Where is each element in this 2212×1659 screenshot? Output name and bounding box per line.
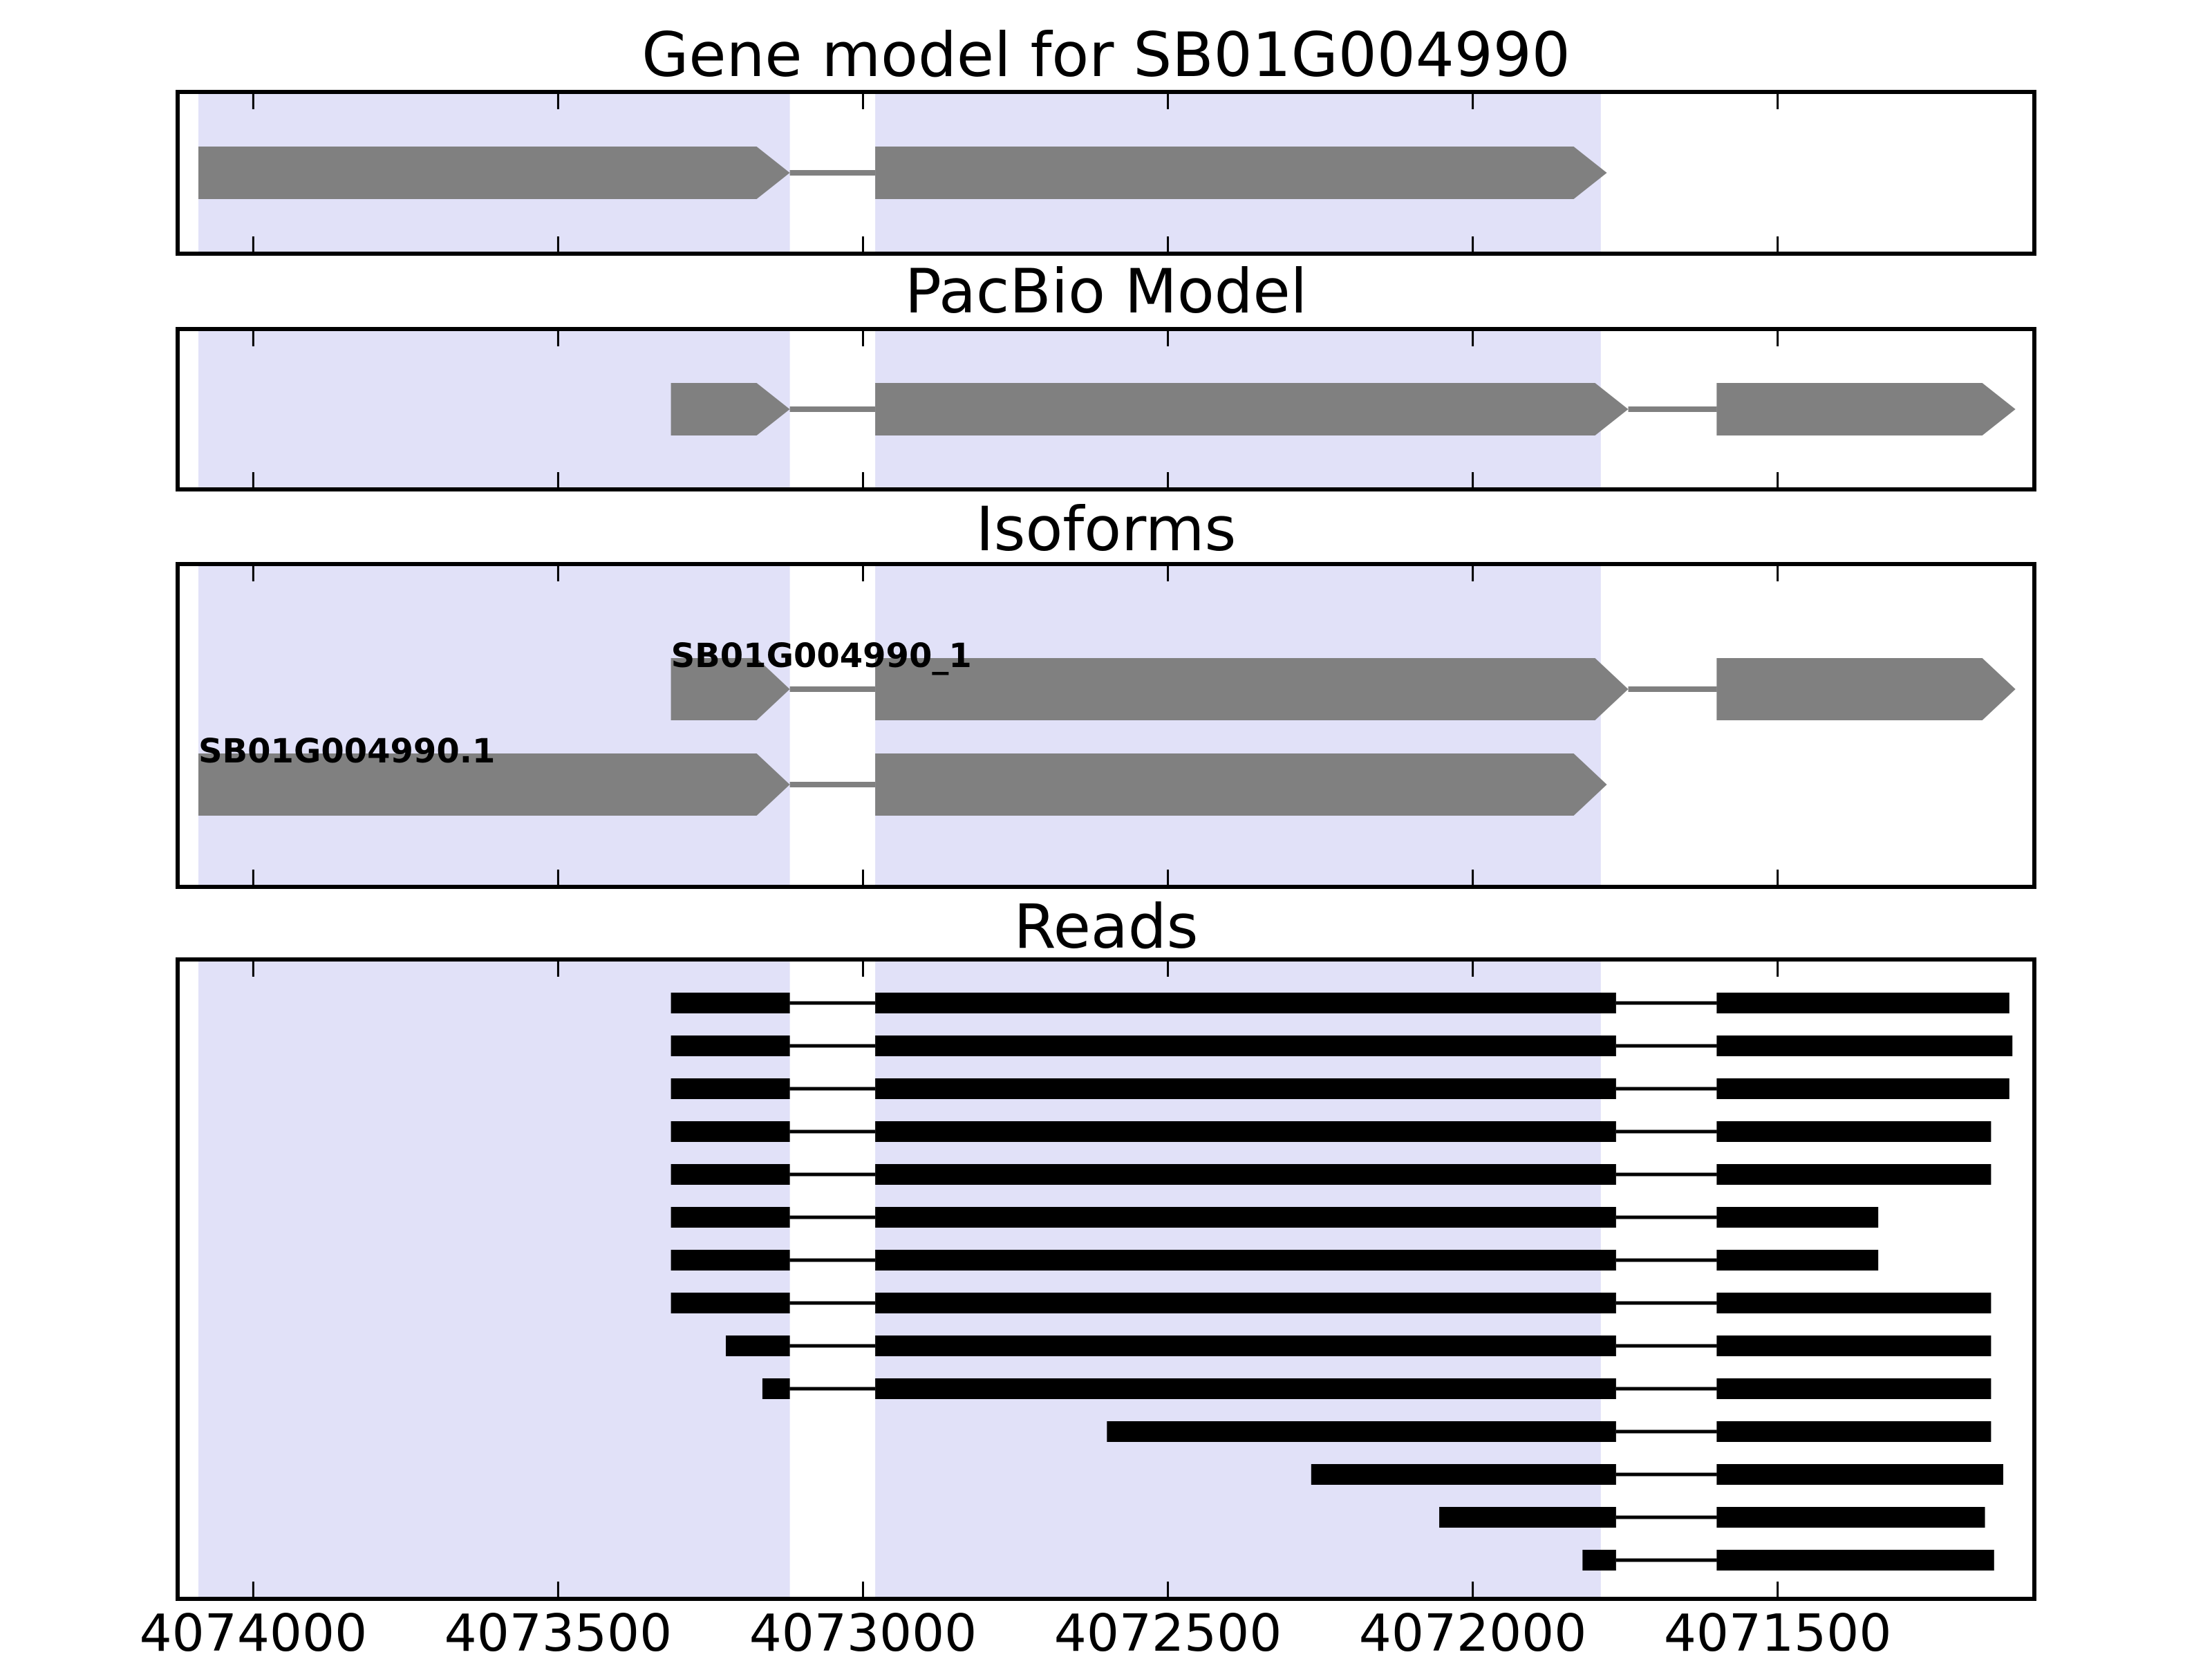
panel-title-pacbio-model: PacBio Model <box>904 256 1308 327</box>
read-exon <box>875 1250 1616 1271</box>
read-exon <box>875 1078 1616 1099</box>
read-exon <box>875 1335 1616 1356</box>
read-exon <box>875 1207 1616 1228</box>
isoform-label: SB01G004990.1 <box>198 732 495 771</box>
read-exon <box>1716 1293 1991 1313</box>
read-exon <box>762 1378 790 1399</box>
panel-title-reads: Reads <box>1013 891 1199 962</box>
read-exon <box>1716 1335 1991 1356</box>
read-exon <box>875 993 1616 1013</box>
read-exon <box>1716 1378 1991 1399</box>
read-exon <box>1716 1464 2004 1485</box>
exon-arrow <box>875 147 1607 199</box>
read-exon <box>1311 1464 1616 1485</box>
panel-border <box>176 327 2036 491</box>
panel-border <box>176 957 2036 1601</box>
read-exon <box>875 1293 1616 1313</box>
exon-arrow <box>875 658 1629 720</box>
x-tick-label: 4072500 <box>1054 1604 1282 1659</box>
read-exon <box>671 1250 790 1271</box>
read-exon <box>1716 1250 1879 1271</box>
read-exon <box>1107 1421 1616 1442</box>
panel-border <box>176 562 2036 889</box>
read-exon <box>875 1121 1616 1142</box>
x-tick-label: 4073000 <box>749 1604 977 1659</box>
x-tick-label: 4074000 <box>140 1604 368 1659</box>
exon-arrow <box>1716 383 2016 435</box>
x-tick-label: 4072000 <box>1359 1604 1587 1659</box>
read-exon <box>726 1335 790 1356</box>
read-exon <box>1716 1207 1879 1228</box>
x-tick-label: 4073500 <box>444 1604 673 1659</box>
read-exon <box>875 1164 1616 1185</box>
exon-arrow <box>671 383 790 435</box>
exon-arrow <box>875 383 1629 435</box>
read-exon <box>1439 1507 1616 1528</box>
read-exon <box>1582 1550 1616 1571</box>
exon-arrow <box>198 753 790 816</box>
read-exon <box>1716 1550 1994 1571</box>
read-exon <box>671 1121 790 1142</box>
read-exon <box>1716 1507 1985 1528</box>
read-exon <box>671 1207 790 1228</box>
read-exon <box>1716 1164 1991 1185</box>
read-exon <box>671 1164 790 1185</box>
exon-highlight-band <box>198 959 790 1599</box>
panel-title-gene-model: Gene model for SB01G004990 <box>641 19 1571 91</box>
read-exon <box>671 993 790 1013</box>
read-exon <box>1716 1121 1991 1142</box>
panel-border <box>176 90 2036 256</box>
exon-highlight-band <box>198 564 790 887</box>
exon-highlight-band <box>875 959 1601 1599</box>
read-exon <box>1716 1421 1991 1442</box>
read-exon <box>875 1035 1616 1056</box>
isoform-label: SB01G004990_1 <box>671 637 972 675</box>
read-exon <box>1716 1035 2013 1056</box>
exon-arrow <box>198 147 790 199</box>
read-exon <box>1716 1078 2009 1099</box>
exon-highlight-band <box>875 564 1601 887</box>
exon-arrow <box>671 658 790 720</box>
read-exon <box>1716 993 2009 1013</box>
exon-arrow <box>875 753 1607 816</box>
read-exon <box>671 1078 790 1099</box>
read-exon <box>875 1378 1616 1399</box>
exon-arrow <box>1716 658 2016 720</box>
read-exon <box>671 1293 790 1313</box>
read-exon <box>671 1035 790 1056</box>
x-tick-label: 4071500 <box>1664 1604 1892 1659</box>
panel-title-isoforms: Isoforms <box>975 494 1237 565</box>
